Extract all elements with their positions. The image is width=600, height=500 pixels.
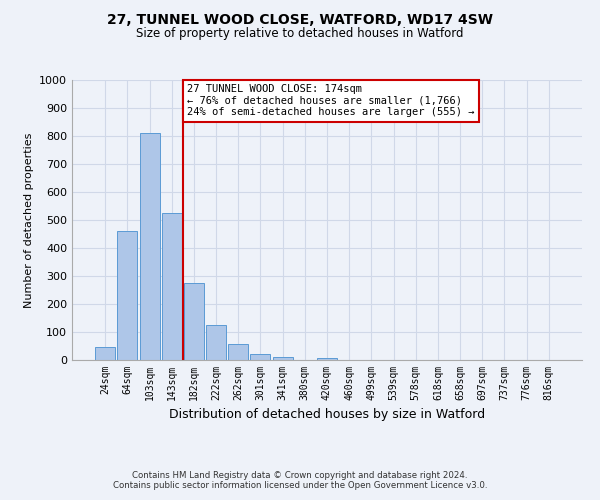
Text: Size of property relative to detached houses in Watford: Size of property relative to detached ho… [136, 28, 464, 40]
Bar [317, 358, 337, 360]
Bar [272, 356, 293, 360]
Bar [140, 133, 160, 360]
Bar [184, 283, 204, 360]
Text: 27 TUNNEL WOOD CLOSE: 174sqm
← 76% of detached houses are smaller (1,766)
24% of: 27 TUNNEL WOOD CLOSE: 174sqm ← 76% of de… [187, 84, 475, 117]
Bar [162, 213, 182, 360]
Bar [95, 347, 115, 360]
Bar [206, 325, 226, 360]
Bar [228, 344, 248, 360]
Y-axis label: Number of detached properties: Number of detached properties [23, 132, 34, 308]
X-axis label: Distribution of detached houses by size in Watford: Distribution of detached houses by size … [169, 408, 485, 422]
Bar [250, 354, 271, 360]
Text: 27, TUNNEL WOOD CLOSE, WATFORD, WD17 4SW: 27, TUNNEL WOOD CLOSE, WATFORD, WD17 4SW [107, 12, 493, 26]
Bar [118, 230, 137, 360]
Text: Contains HM Land Registry data © Crown copyright and database right 2024.
Contai: Contains HM Land Registry data © Crown c… [113, 470, 487, 490]
